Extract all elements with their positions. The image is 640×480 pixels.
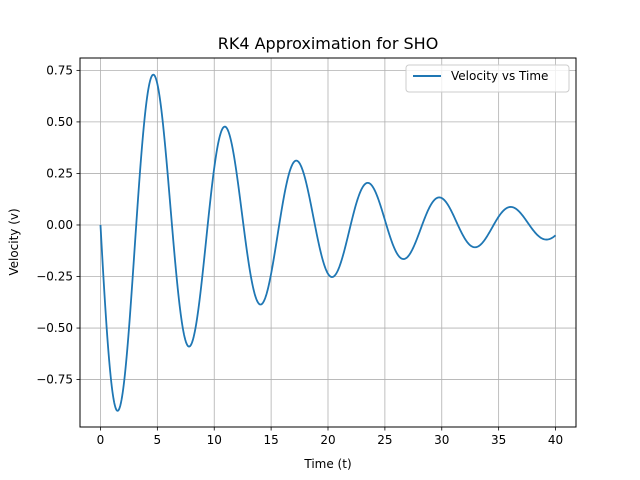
series-layer — [99, 73, 557, 412]
x-tick-label: 10 — [207, 433, 222, 447]
x-tick-label: 35 — [491, 433, 506, 447]
legend-box — [405, 64, 570, 93]
y-tick-label: −0.75 — [36, 373, 73, 387]
legend-label: Velocity vs Time — [451, 69, 548, 83]
chart-title: RK4 Approximation for SHO — [218, 34, 439, 53]
x-tick-label: 40 — [548, 433, 563, 447]
y-tick-label: −0.25 — [36, 270, 73, 284]
y-tick-label: 0.75 — [46, 63, 73, 77]
legend: Velocity vs Time — [405, 64, 570, 93]
y-tick-label: 0.50 — [46, 115, 73, 129]
x-axis-label: Time (t) — [303, 457, 351, 471]
series-line-velocity — [99, 73, 557, 412]
x-tick-label: 0 — [97, 433, 105, 447]
x-tick-label: 30 — [434, 433, 449, 447]
x-tick-label: 15 — [263, 433, 278, 447]
y-tick-label: −0.50 — [36, 321, 73, 335]
x-tick-label: 5 — [154, 433, 162, 447]
y-axis-label: Velocity (v) — [7, 208, 21, 275]
x-tick-label: 25 — [377, 433, 392, 447]
y-tick-label: 0.00 — [46, 218, 73, 232]
x-tick-label: 20 — [320, 433, 335, 447]
grid — [80, 58, 576, 427]
y-tick-label: 0.25 — [46, 166, 73, 180]
ticks: 0 5 10 15 20 25 30 35 40 −0.75 −0.50 −0.25 0.00 0.25 0… — [36, 63, 563, 447]
